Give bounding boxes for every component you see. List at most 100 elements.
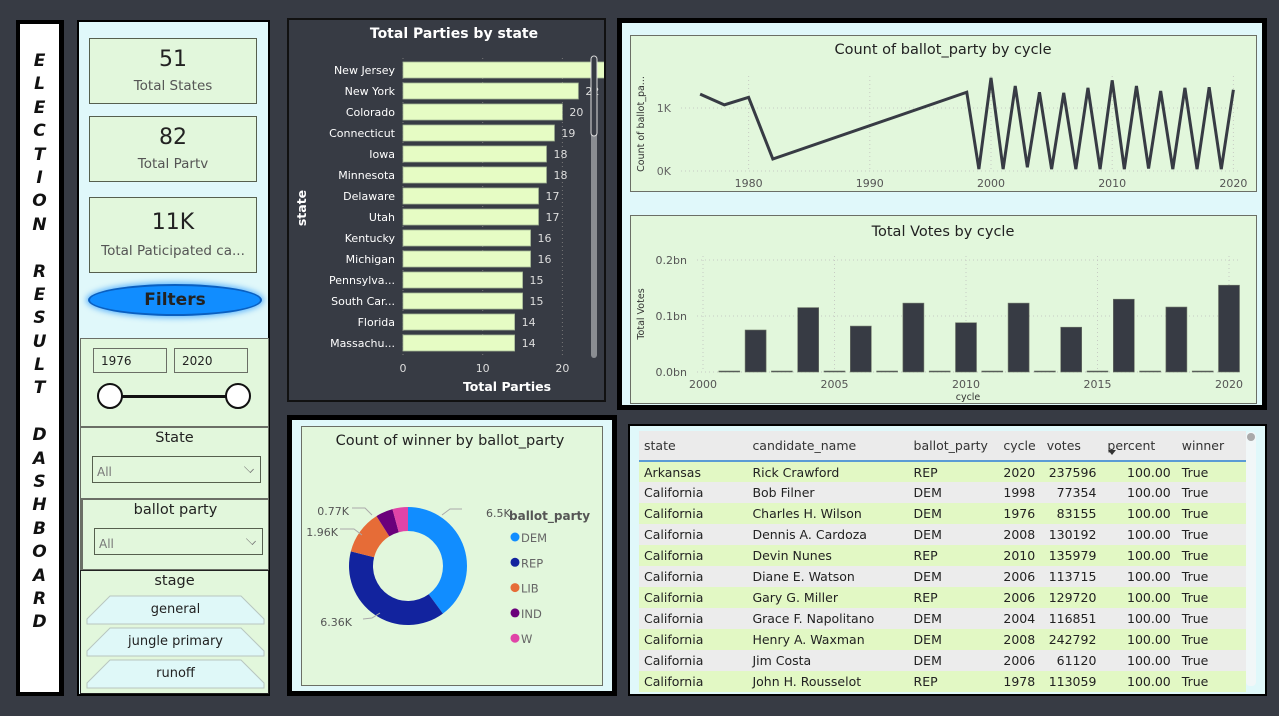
- bar[interactable]: [1007, 302, 1030, 373]
- bar[interactable]: [744, 329, 767, 373]
- bar[interactable]: [1034, 370, 1056, 373]
- column-header-votes[interactable]: votes: [1041, 431, 1103, 462]
- bar[interactable]: [876, 370, 898, 373]
- bar[interactable]: [850, 325, 872, 373]
- y-axis-title: Count of ballot_pa...: [636, 76, 647, 172]
- bar[interactable]: [718, 370, 741, 373]
- legend-marker[interactable]: [510, 608, 520, 618]
- line-chart-svg: Count of ballot_party by cycle 0K 1K 1980 19…: [636, 42, 1247, 190]
- bar[interactable]: [402, 82, 579, 100]
- bar[interactable]: [981, 370, 1004, 373]
- legend-marker[interactable]: [510, 532, 520, 542]
- table-row[interactable]: California Diane E. Watson DEM 2006 113715 10…: [639, 566, 1246, 587]
- y-category-label: New York: [345, 85, 396, 98]
- bar[interactable]: [928, 370, 951, 373]
- legend-marker[interactable]: [510, 557, 520, 567]
- legend-label[interactable]: DEM: [521, 531, 547, 545]
- legend-label[interactable]: IND: [521, 607, 542, 621]
- stage-option-jungle-primary[interactable]: jungle primary: [86, 627, 265, 657]
- series-line[interactable]: [699, 77, 1235, 170]
- bar[interactable]: [1165, 306, 1188, 373]
- table-cell-state: California: [639, 608, 748, 629]
- bar[interactable]: [797, 307, 819, 373]
- legend-label[interactable]: W: [521, 632, 532, 646]
- bar[interactable]: [902, 302, 925, 373]
- column-header-ballot-party[interactable]: ballot_party: [908, 431, 999, 462]
- table-row[interactable]: California Charles H. Wilson DEM 1976 83155 1…: [639, 503, 1246, 524]
- filters-button[interactable]: Filters: [88, 284, 262, 316]
- bar[interactable]: [402, 292, 523, 310]
- bar[interactable]: [402, 229, 531, 247]
- bar[interactable]: [955, 322, 977, 373]
- kpi-value: 51: [159, 47, 187, 72]
- donut-slice[interactable]: [349, 551, 443, 625]
- bar[interactable]: [1112, 298, 1135, 373]
- bar[interactable]: [1139, 370, 1161, 373]
- bar[interactable]: [402, 271, 523, 289]
- table-row[interactable]: California Grace F. Napolitano DEM 2004 1168…: [639, 608, 1246, 629]
- bar[interactable]: [402, 103, 563, 121]
- table-row[interactable]: California Bob Filner DEM 1998 77354 100.00 Tr…: [639, 482, 1246, 503]
- stage-option-runoff[interactable]: runoff: [86, 659, 265, 689]
- table-cell-cycle: 1978: [998, 671, 1042, 692]
- state-dropdown[interactable]: All: [92, 456, 261, 483]
- bar[interactable]: [1191, 370, 1214, 373]
- slider-handle-min[interactable]: [97, 383, 123, 409]
- table-row[interactable]: California Devin Nunes REP 2010 135979 100.00…: [639, 545, 1246, 566]
- column-header-percent[interactable]: percent: [1102, 431, 1177, 462]
- bar[interactable]: [402, 124, 555, 142]
- bar[interactable]: [402, 334, 515, 352]
- chart-title: Total Votes by cycle: [871, 224, 1015, 240]
- bar[interactable]: [1060, 326, 1083, 373]
- donut-slice[interactable]: [350, 516, 390, 558]
- table-row[interactable]: California Jim Costa DEM 2006 61120 100.00 Tru…: [639, 650, 1246, 671]
- x-tick-label: 2020: [1219, 177, 1247, 190]
- bar[interactable]: [402, 250, 531, 268]
- legend-marker[interactable]: [510, 633, 520, 643]
- table-row[interactable]: California John H. Rousselot REP 1978 113059…: [639, 671, 1246, 692]
- bar[interactable]: [823, 370, 846, 373]
- table-scrollbar[interactable]: [1246, 432, 1256, 686]
- ballot-party-dropdown[interactable]: All: [94, 528, 263, 555]
- title-letter: T: [33, 378, 46, 399]
- bar[interactable]: [402, 166, 547, 184]
- stage-option-general[interactable]: general: [86, 595, 265, 625]
- column-header-winner[interactable]: winner: [1176, 431, 1246, 462]
- bar[interactable]: [402, 145, 547, 163]
- y-category-label: Kentucky: [345, 232, 396, 245]
- scroll-thumb[interactable]: [590, 55, 598, 137]
- table-cell-percent: 100.00: [1102, 650, 1177, 671]
- table-cell-state: California: [639, 587, 748, 608]
- y-category-label: Utah: [369, 211, 395, 224]
- column-header-cycle[interactable]: cycle: [998, 431, 1042, 462]
- legend-marker[interactable]: [510, 583, 520, 593]
- bar[interactable]: [402, 208, 539, 226]
- legend-label[interactable]: LIB: [521, 582, 539, 596]
- table-row[interactable]: Arkansas Rick Crawford REP 2020 237596 100.00…: [639, 461, 1246, 482]
- bar[interactable]: [1086, 370, 1109, 373]
- table-cell-candidate-name: Devin Nunes: [747, 545, 909, 566]
- column-header-state[interactable]: state: [639, 431, 748, 462]
- bar[interactable]: [402, 187, 539, 205]
- bar[interactable]: [402, 61, 611, 79]
- table-row[interactable]: California Dennis A. Cardoza DEM 2008 130192…: [639, 524, 1246, 545]
- bar[interactable]: [402, 313, 515, 331]
- donut-slice[interactable]: [392, 507, 408, 533]
- table-cell-winner: True: [1176, 587, 1246, 608]
- year-range-slicer: 1976 2020: [80, 338, 269, 427]
- donut-slice[interactable]: [408, 507, 467, 614]
- scroll-thumb[interactable]: [1247, 433, 1255, 441]
- cycle-charts-panel: Count of ballot_party by cycle 0K 1K 1980 19…: [617, 18, 1267, 410]
- column-header-candidate-name[interactable]: candidate_name: [747, 431, 909, 462]
- bar[interactable]: [1218, 284, 1240, 373]
- year-from-input[interactable]: 1976: [93, 348, 167, 373]
- year-to-input[interactable]: 2020: [174, 348, 248, 373]
- table-row[interactable]: California Gary G. Miller REP 2006 129720 100…: [639, 587, 1246, 608]
- donut-slice[interactable]: [376, 509, 399, 537]
- slider-track[interactable]: [109, 395, 237, 398]
- bar[interactable]: [771, 370, 793, 373]
- legend-label[interactable]: REP: [521, 556, 543, 570]
- slider-handle-max[interactable]: [225, 383, 251, 409]
- table-row[interactable]: California Henry A. Waxman DEM 2008 242792 10…: [639, 629, 1246, 650]
